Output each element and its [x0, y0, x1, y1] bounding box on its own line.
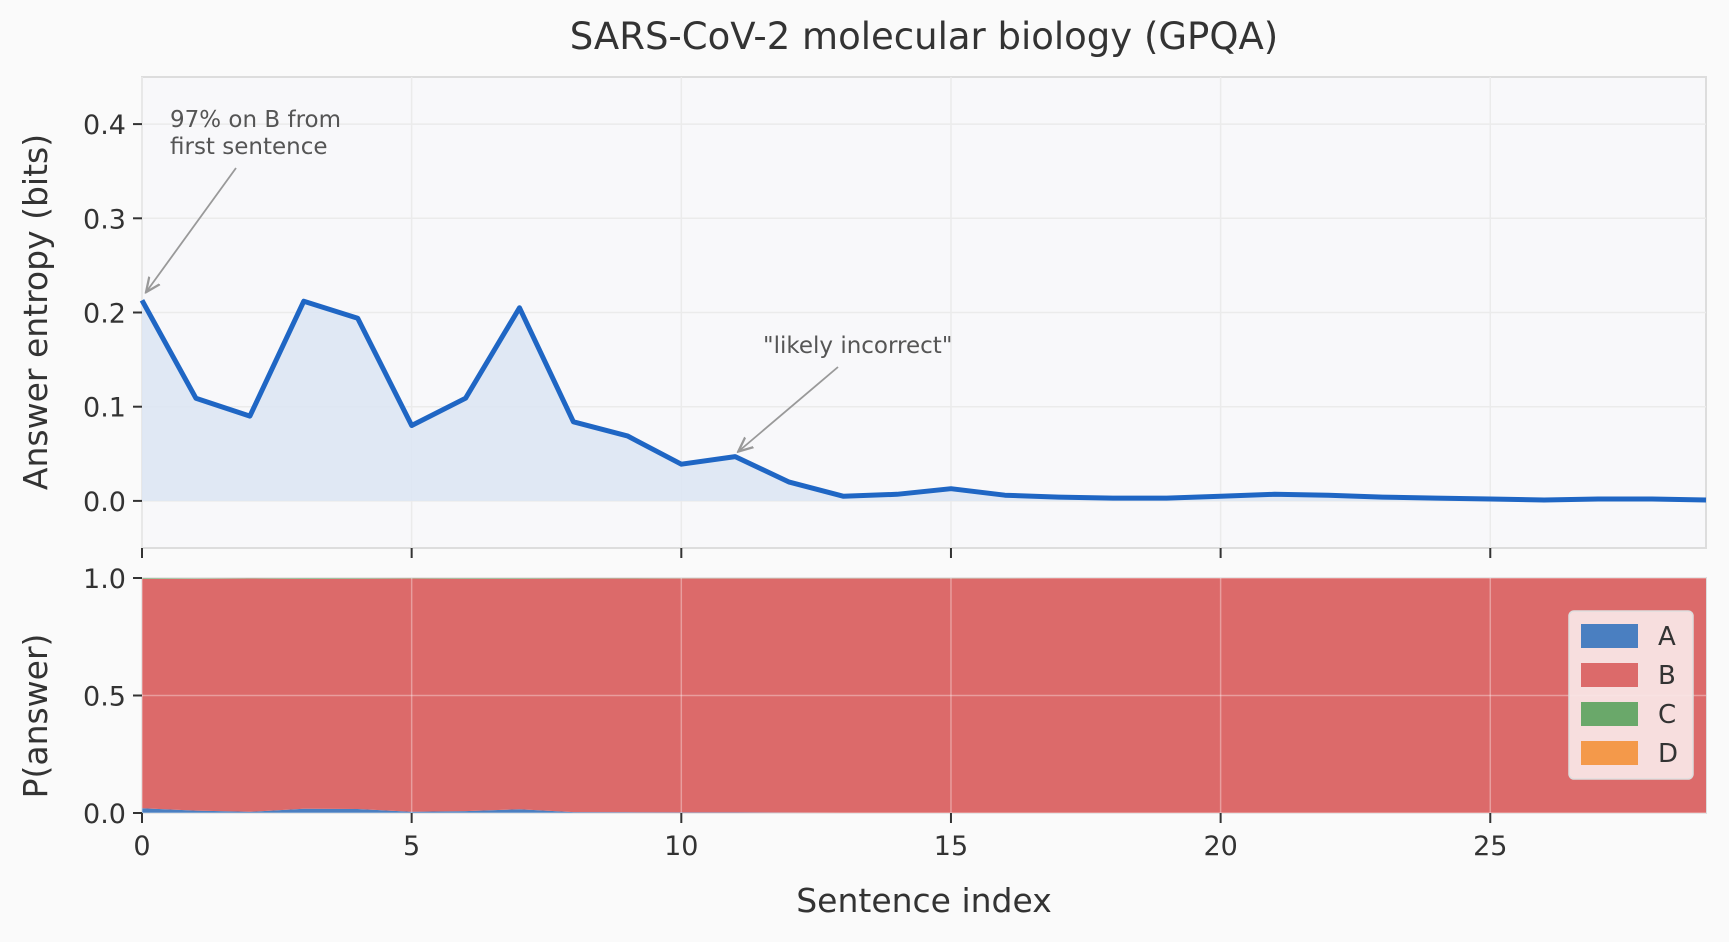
- xtick-label-1: 5: [403, 831, 420, 862]
- legend-swatch-A: [1581, 624, 1638, 648]
- area-series-C: [142, 578, 1706, 579]
- entropy-y-ticks: 0.0 0.1 0.2 0.3 0.4: [83, 110, 142, 518]
- legend-swatch-D: [1581, 741, 1638, 765]
- probability-ytick-label-2: 1.0: [83, 564, 126, 595]
- entropy-area: [139, 298, 1707, 503]
- xtick-label-4: 20: [1203, 831, 1237, 862]
- chart-title: SARS-CoV-2 molecular biology (GPQA): [570, 15, 1279, 58]
- probability-y-label: P(answer): [16, 634, 55, 799]
- xtick-label-5: 25: [1473, 831, 1507, 862]
- legend-label-C: C: [1658, 700, 1676, 730]
- annotation-0-arrow: [146, 167, 237, 292]
- entropy-ytick-label-1: 0.1: [83, 393, 126, 424]
- legend-swatch-B: [1581, 663, 1638, 687]
- entropy-ytick-label-0: 0.0: [83, 487, 126, 518]
- legend-swatch-C: [1581, 702, 1638, 726]
- legend-label-B: B: [1658, 661, 1676, 691]
- probability-grid: [141, 577, 1706, 814]
- probability-x-ticks: 0 5 10 15 20 25: [133, 813, 1507, 862]
- entropy-ytick-label-2: 0.2: [83, 299, 126, 330]
- annotation-1-line-0: "likely incorrect": [763, 333, 952, 359]
- entropy-ytick-label-3: 0.3: [83, 204, 126, 235]
- probability-ytick-label-0: 0.0: [83, 799, 126, 830]
- entropy-x-ticks: [141, 548, 1492, 558]
- xtick-label-0: 0: [133, 831, 150, 862]
- legend-label-D: D: [1658, 739, 1678, 769]
- probability-y-ticks: 0.0 0.5 1.0: [83, 564, 142, 830]
- area-series-A: [142, 808, 1706, 813]
- entropy-y-label: Answer entropy (bits): [16, 134, 55, 490]
- annotation-1-arrow: [738, 366, 839, 452]
- xtick-label-3: 15: [934, 831, 968, 862]
- entropy-fill: [142, 300, 1706, 501]
- probability-ytick-label-1: 0.5: [83, 682, 126, 713]
- xtick-label-2: 10: [664, 831, 698, 862]
- legend-box: [1568, 610, 1694, 780]
- legend-label-A: A: [1658, 622, 1676, 652]
- area-series-B: [142, 578, 1706, 813]
- entropy-line: [139, 298, 1707, 503]
- entropy-ytick-label-4: 0.4: [83, 110, 126, 141]
- probability-areas: [142, 578, 1706, 813]
- annotation-0-line-1: first sentence: [170, 134, 328, 160]
- annotation-0-line-0: 97% on B from: [170, 107, 341, 133]
- x-axis-label: Sentence index: [796, 881, 1052, 920]
